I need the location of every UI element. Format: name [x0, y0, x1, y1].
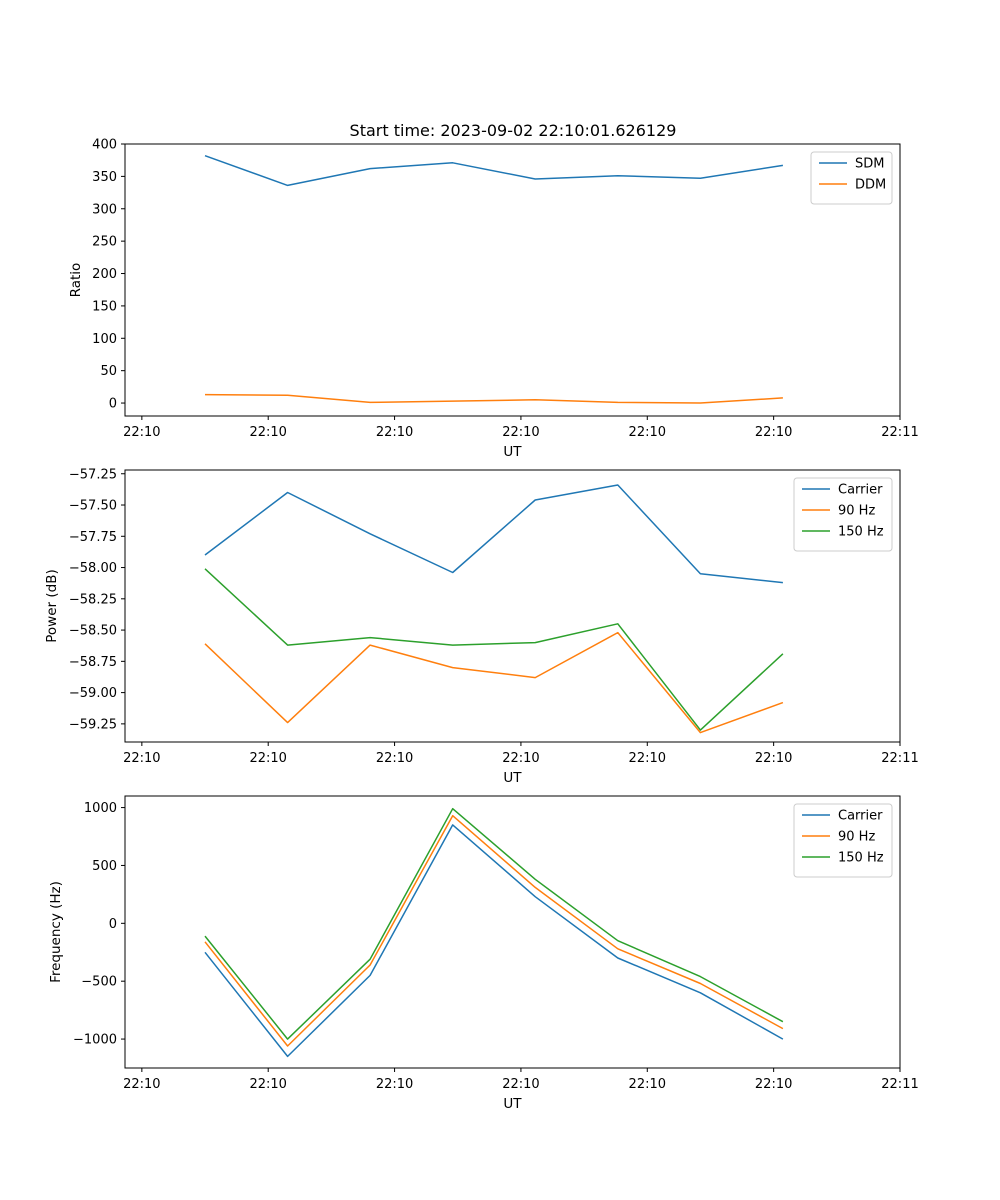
legend: Carrier 90 Hz 150 Hz [793, 477, 893, 552]
x-tick-label: 22:10 [502, 1077, 539, 1092]
legend-label: 90 Hz [838, 830, 875, 845]
y-tick-label: 1000 [84, 801, 117, 816]
x-tick-label: 22:10 [249, 425, 286, 440]
x-tick-label: 22:10 [376, 425, 413, 440]
y-tick-label: −58.25 [69, 592, 117, 607]
x-axis-label: UT [503, 1096, 522, 1112]
legend-label: 90 Hz [838, 504, 875, 519]
y-tick-label: 0 [109, 917, 117, 932]
series-line-sdm [204, 154, 784, 187]
legend: Carrier 90 Hz 150 Hz [793, 803, 893, 878]
x-tick-label: 22:10 [755, 751, 792, 766]
legend-label: SDM [855, 157, 884, 172]
series-line-90-hz [204, 631, 784, 734]
axes-frame [124, 795, 901, 1069]
y-tick-label: 0 [109, 397, 117, 412]
x-axis-label: UT [503, 444, 522, 460]
series-line-150-hz [204, 807, 784, 1040]
legend-box [793, 803, 893, 878]
legend-label: Carrier [838, 483, 883, 498]
x-tick-label: 22:11 [881, 425, 918, 440]
ratio-chart: 22:10 22:10 22:10 22:10 22:10 22:10 22:11 0 50 10… [68, 138, 919, 461]
y-tick-label: 350 [92, 170, 117, 185]
y-tick-label: −58.75 [69, 655, 117, 670]
x-tick-label: 22:10 [249, 751, 286, 766]
x-tick-label: 22:10 [755, 425, 792, 440]
legend-label: DDM [855, 178, 886, 193]
series-line-150-hz [204, 568, 784, 731]
x-tick-label: 22:10 [629, 751, 666, 766]
y-tick-label: −500 [81, 975, 117, 990]
x-tick-label: 22:10 [629, 425, 666, 440]
legend-label: 150 Hz [838, 525, 884, 540]
series-line-90-hz [204, 814, 784, 1047]
y-tick-label: −57.50 [69, 499, 117, 514]
x-axis-label: UT [503, 770, 522, 786]
y-tick-label: 50 [100, 364, 117, 379]
axes-frame [124, 143, 901, 417]
y-tick-label: −58.00 [69, 561, 117, 576]
x-tick-label: 22:10 [755, 1077, 792, 1092]
y-tick-label: −58.50 [69, 624, 117, 639]
y-tick-label: 100 [92, 332, 117, 347]
series-line-ddm [204, 393, 783, 404]
x-tick-label: 22:10 [249, 1077, 286, 1092]
y-axis-label: Ratio [68, 263, 84, 298]
legend-label: Carrier [838, 809, 883, 824]
legend-label: 150 Hz [838, 851, 884, 866]
y-tick-label: 400 [92, 138, 117, 153]
legend-box [810, 151, 893, 205]
y-tick-label: 200 [92, 267, 117, 282]
series-line-carrier [204, 824, 784, 1058]
y-tick-label: 150 [92, 299, 117, 314]
y-axis-label: Frequency (Hz) [48, 881, 64, 983]
x-tick-label: 22:10 [123, 1077, 160, 1092]
y-tick-label: 250 [92, 235, 117, 250]
x-tick-label: 22:11 [881, 1077, 918, 1092]
x-tick-label: 22:10 [376, 1077, 413, 1092]
y-tick-label: −1000 [73, 1033, 117, 1048]
x-tick-label: 22:10 [123, 425, 160, 440]
x-tick-label: 22:11 [881, 751, 918, 766]
axes-frame [124, 469, 901, 743]
y-tick-label: −59.25 [69, 717, 117, 732]
y-tick-label: 500 [92, 859, 117, 874]
y-tick-label: −57.25 [69, 467, 117, 482]
frequency-chart: 22:10 22:10 22:10 22:10 22:10 22:10 22:11 1000 5… [48, 795, 919, 1112]
legend-box [793, 477, 893, 552]
figure-title: Start time: 2023-09-02 22:10:01.626129 [350, 121, 677, 140]
power-chart: 22:10 22:10 22:10 22:10 22:10 22:10 22:11 −57.2… [44, 467, 919, 786]
y-tick-label: −57.75 [69, 530, 117, 545]
x-tick-label: 22:10 [376, 751, 413, 766]
series-line-carrier [204, 484, 783, 584]
x-tick-label: 22:10 [502, 425, 539, 440]
panels: 22:10 22:10 22:10 22:10 22:10 22:10 22:11 0 50 10… [44, 138, 919, 1113]
x-tick-label: 22:10 [629, 1077, 666, 1092]
x-tick-label: 22:10 [123, 751, 160, 766]
legend: SDM DDM [810, 151, 893, 205]
y-tick-label: −59.00 [69, 686, 117, 701]
y-axis-label: Power (dB) [44, 569, 60, 642]
x-tick-label: 22:10 [502, 751, 539, 766]
y-tick-label: 300 [92, 202, 117, 217]
